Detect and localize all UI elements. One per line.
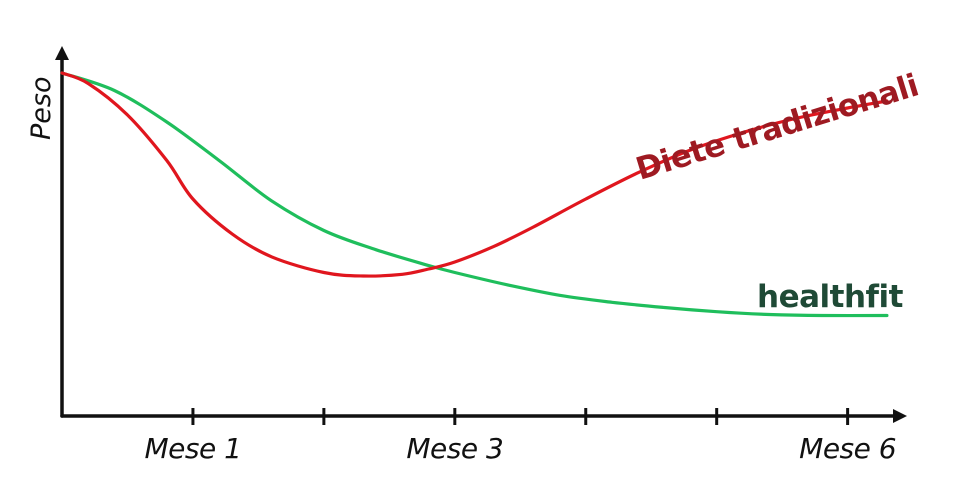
series-label-healthfit: healthfit: [757, 279, 904, 315]
series-line-healthfit: [60, 71, 889, 318]
axes: Peso: [26, 46, 907, 423]
series-labels: Diete tradizionali healthfit: [632, 68, 923, 315]
series-lines: [60, 71, 889, 318]
x-axis-ticks: Mese 1 Mese 3 Mese 6: [144, 408, 897, 465]
x-tick-label: Mese 1: [144, 432, 241, 465]
y-axis-arrow-icon: [55, 46, 69, 60]
x-axis-arrow-icon: [893, 409, 907, 423]
series-line-diete-tradizionali: [60, 71, 889, 278]
x-tick-label: Mese 6: [799, 432, 896, 465]
series-label-diete-tradizionali: Diete tradizionali: [632, 68, 923, 188]
y-axis-label: Peso: [26, 77, 57, 140]
x-tick-label: Mese 3: [406, 432, 503, 465]
